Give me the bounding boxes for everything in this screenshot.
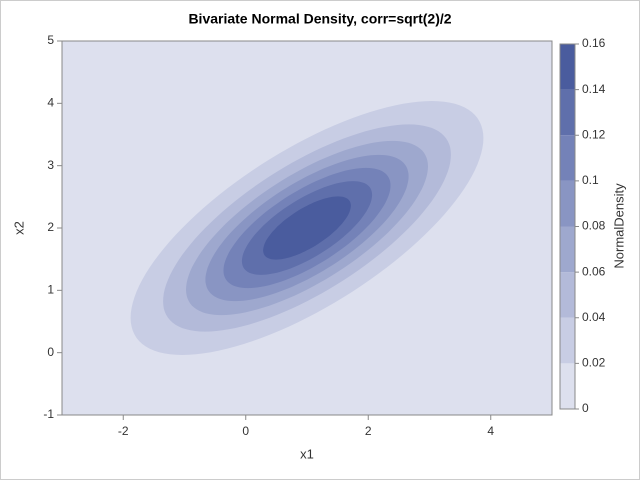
colorbar-label: NormalDensity bbox=[611, 183, 626, 269]
colorbar-tick-label: 0.12 bbox=[582, 127, 606, 141]
x-tick-label: 4 bbox=[487, 424, 494, 438]
y-tick-label: 0 bbox=[47, 345, 54, 359]
y-tick-label: 3 bbox=[47, 158, 54, 172]
y-tick-label: 2 bbox=[47, 220, 54, 234]
x-axis-label: x1 bbox=[300, 446, 314, 461]
x-tick-label: -2 bbox=[118, 424, 129, 438]
colorbar-band bbox=[560, 272, 575, 318]
plot-area bbox=[62, 41, 552, 415]
y-tick-label: 5 bbox=[47, 33, 54, 47]
colorbar-band bbox=[560, 135, 575, 181]
y-tick-label: 4 bbox=[47, 96, 54, 110]
colorbar-band bbox=[560, 226, 575, 273]
colorbar-band bbox=[560, 363, 575, 409]
colorbar-band bbox=[560, 89, 575, 136]
colorbar-band bbox=[560, 44, 575, 90]
y-axis-label: x2 bbox=[11, 221, 26, 235]
y-tick-label: 1 bbox=[47, 283, 54, 297]
colorbar-tick-label: 0.04 bbox=[582, 310, 606, 324]
colorbar-tick-label: 0 bbox=[582, 401, 589, 415]
colorbar-tick-label: 0.1 bbox=[582, 173, 599, 187]
colorbar-band bbox=[560, 317, 575, 364]
contour-band bbox=[263, 196, 351, 260]
colorbar-tick-label: 0.06 bbox=[582, 264, 606, 278]
colorbar-tick-label: 0.08 bbox=[582, 219, 606, 233]
colorbar-tick-label: 0.02 bbox=[582, 356, 606, 370]
colorbar-tick-label: 0.14 bbox=[582, 82, 606, 96]
x-tick-label: 0 bbox=[242, 424, 249, 438]
colorbar-tick-label: 0.16 bbox=[582, 36, 606, 50]
chart-title: Bivariate Normal Density, corr=sqrt(2)/2 bbox=[188, 11, 451, 27]
x-tick-label: 2 bbox=[365, 424, 372, 438]
y-tick-label: -1 bbox=[43, 407, 54, 421]
colorbar-band bbox=[560, 180, 575, 227]
